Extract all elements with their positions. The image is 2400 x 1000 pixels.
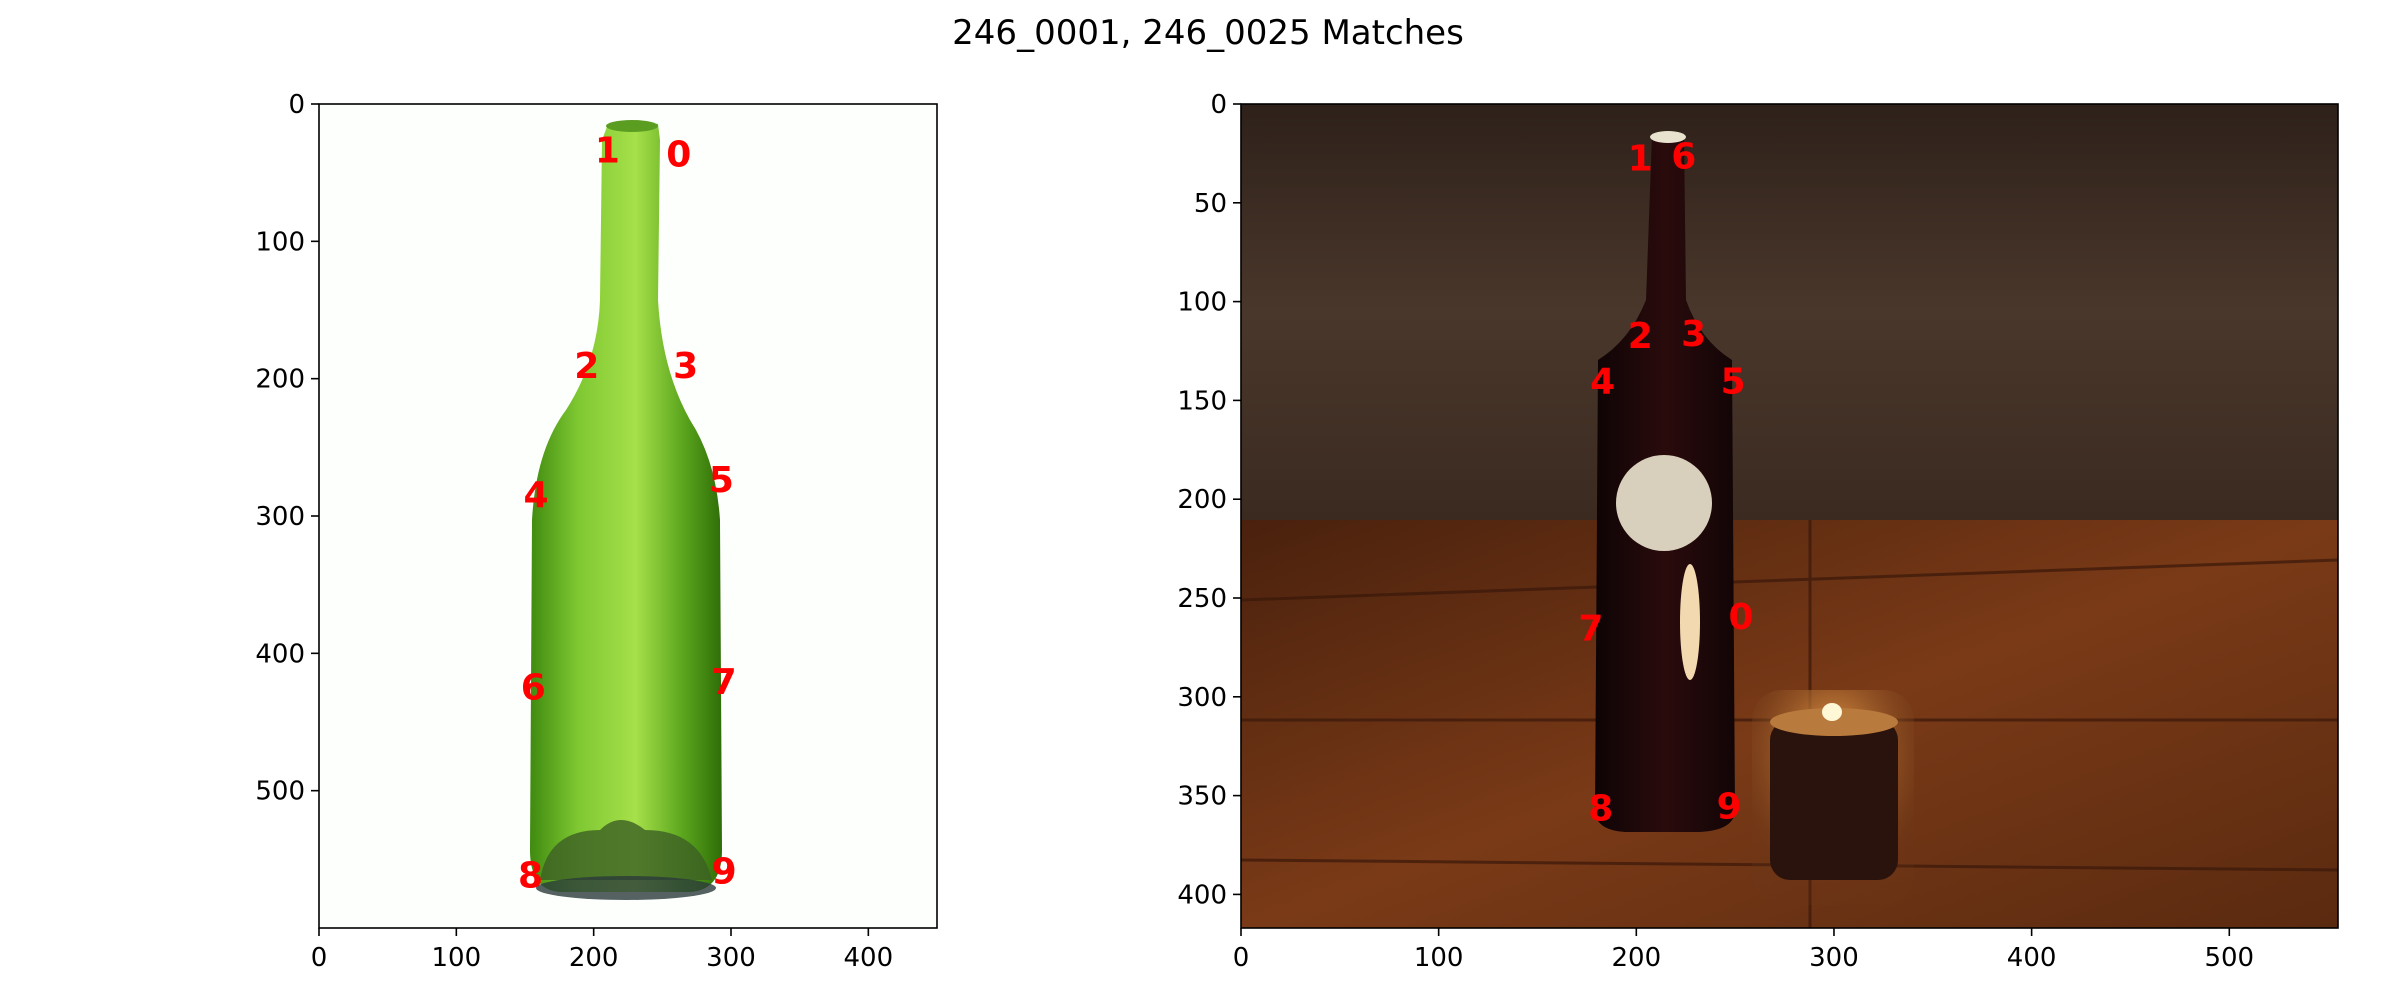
left-keypoint-label: 2 — [574, 346, 599, 387]
left-keypoint-label: 3 — [673, 346, 698, 387]
right-keypoint-label: 0 — [1729, 597, 1754, 638]
right-xtick-label: 400 — [2007, 943, 2057, 973]
right-keypoint-label: 1 — [1628, 138, 1653, 179]
right-ytick-label: 350 — [1177, 782, 1227, 812]
left-xtick-label: 200 — [569, 943, 619, 973]
left-ytick-label: 100 — [255, 227, 305, 257]
right-ytick-label: 0 — [1210, 90, 1227, 120]
right-axes-frame — [1240, 103, 2339, 929]
left-xtick-label: 0 — [311, 943, 328, 973]
right-x-ticks: 0 100 200 300 400 500 — [1233, 928, 2254, 973]
right-xtick-label: 100 — [1414, 943, 1464, 973]
right-ytick-label: 200 — [1177, 485, 1227, 515]
left-x-ticks: 0 100 200 300 400 — [311, 928, 893, 973]
left-ytick-label: 500 — [255, 777, 305, 807]
left-y-ticks: 0 100 200 300 400 500 — [255, 90, 319, 807]
left-keypoint-label: 7 — [712, 662, 737, 703]
right-image-wall — [1241, 104, 2338, 522]
figure-title: 246_0001, 246_0025 Matches — [952, 13, 1464, 53]
right-ytick-label: 400 — [1177, 880, 1227, 910]
left-panel: 0 1 2 3 4 5 6 7 8 9 0 100 200 300 400 0 100 200 300 400 50… — [255, 90, 938, 973]
left-xtick-label: 400 — [844, 943, 894, 973]
left-keypoint-label: 6 — [521, 667, 546, 708]
right-xtick-label: 0 — [1233, 943, 1250, 973]
left-image-green-bottle — [530, 120, 722, 900]
right-ytick-label: 150 — [1177, 386, 1227, 416]
right-ytick-label: 50 — [1194, 189, 1227, 219]
right-image-candle — [1752, 690, 1914, 905]
left-keypoints: 0 1 2 3 4 5 6 7 8 9 — [518, 130, 737, 896]
left-ytick-label: 200 — [255, 365, 305, 395]
left-ytick-label: 0 — [288, 90, 305, 120]
left-ytick-label: 400 — [255, 639, 305, 669]
left-keypoint-label: 5 — [709, 460, 734, 501]
right-keypoint-label: 8 — [1588, 788, 1613, 829]
left-keypoint-label: 1 — [595, 130, 620, 171]
left-xtick-label: 100 — [432, 943, 482, 973]
right-keypoint-label: 4 — [1590, 362, 1615, 403]
right-keypoint-label: 3 — [1681, 314, 1706, 355]
left-keypoint-label: 9 — [712, 851, 737, 892]
right-keypoint-label: 5 — [1721, 362, 1746, 403]
left-keypoint-label: 4 — [523, 475, 548, 516]
left-xtick-label: 300 — [706, 943, 756, 973]
right-ytick-label: 100 — [1177, 288, 1227, 318]
right-ytick-label: 300 — [1177, 683, 1227, 713]
left-ytick-label: 300 — [255, 502, 305, 532]
right-image-dark-bottle — [1595, 131, 1735, 832]
right-xtick-label: 200 — [1611, 943, 1661, 973]
left-keypoint-label: 8 — [518, 855, 543, 896]
right-keypoint-label: 2 — [1628, 316, 1653, 357]
right-keypoint-label: 7 — [1578, 609, 1603, 650]
right-xtick-label: 500 — [2204, 943, 2254, 973]
left-keypoint-label: 0 — [666, 134, 691, 175]
right-y-ticks: 0 50 100 150 200 250 300 350 400 — [1177, 90, 1241, 910]
right-ytick-label: 250 — [1177, 584, 1227, 614]
right-keypoint-label: 9 — [1717, 786, 1742, 827]
right-xtick-label: 300 — [1809, 943, 1859, 973]
right-keypoint-label: 6 — [1671, 136, 1696, 177]
